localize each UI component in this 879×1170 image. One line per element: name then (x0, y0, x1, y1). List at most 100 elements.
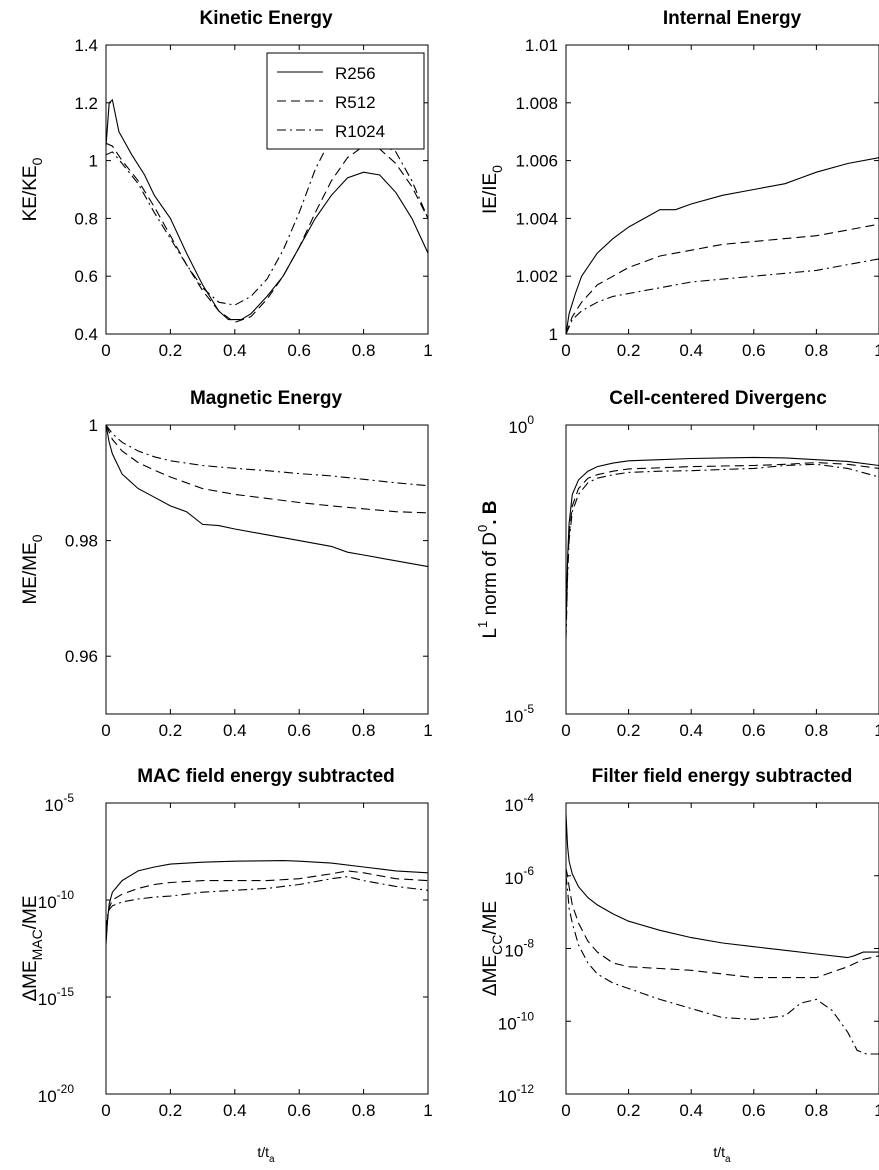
x-tick-label: 0.2 (159, 341, 183, 360)
axes-frame (105, 424, 429, 715)
panel-6: Filter field energy subtracted 0 0.2 0.4 0.6… (480, 766, 879, 1120)
series-R1024 (566, 875, 879, 1055)
y-tick-label: 10-6 (504, 864, 534, 888)
x-tick-label: 1 (874, 341, 879, 360)
series-R256 (106, 860, 428, 945)
series-R256 (566, 456, 879, 628)
legend: R256 R512 R1024 (266, 52, 425, 150)
x-tick-label: 1 (874, 721, 879, 740)
series-R1024 (566, 258, 879, 334)
y-tick-label: 100 (508, 413, 534, 437)
panel-title: Kinetic Energy (199, 8, 332, 29)
panel-4: Cell-centered Divergenc 0 0.2 0.4 0.6 0.8 1 10-… (475, 388, 879, 740)
series-group (566, 813, 879, 1055)
panel-title: MAC field energy subtracted (137, 766, 395, 787)
x-tick-label: 0.6 (742, 1101, 766, 1120)
panel-title: Cell-centered Divergenc (609, 388, 827, 409)
panel-5: MAC field energy subtracted 0 0.2 0.4 0.6 0.8… (20, 766, 433, 1120)
series-R1024 (106, 131, 428, 306)
x-tick-label: 0.8 (352, 341, 376, 360)
x-tick-label: 0.4 (223, 1101, 247, 1120)
series-R1024 (566, 463, 879, 639)
y-tick-label: 1 (89, 416, 98, 435)
x-tick-label: 0.4 (223, 341, 247, 360)
y-tick-label: 10-8 (504, 937, 534, 961)
x-axis-label: t/ta (257, 1144, 275, 1165)
y-tick-label: 1.008 (515, 94, 558, 113)
series-R512 (566, 462, 879, 634)
y-tick-label: 0.4 (74, 325, 98, 344)
x-tick-label: 0 (561, 1101, 570, 1120)
axes-frame (565, 44, 879, 335)
x-tick-label: 0.4 (223, 721, 247, 740)
panel-title: Internal Energy (663, 8, 802, 29)
y-axis-label: ΔMECC/ME (480, 901, 505, 996)
x-axis-label: t/ta (713, 1144, 731, 1165)
y-axis-label: ME/ME0 (20, 534, 45, 604)
panel-2: Internal Energy 0 0.2 0.4 0.6 0.8 1 1 1.002 1.004… (480, 8, 879, 360)
series-R256 (106, 425, 428, 568)
x-tick-label: 0.8 (805, 341, 829, 360)
y-tick-label: 10-5 (44, 791, 74, 815)
series-R512 (106, 870, 428, 939)
y-tick-label: 0.98 (65, 532, 98, 551)
x-tick-label: 0.2 (617, 1101, 641, 1120)
x-tick-label: 0 (101, 1101, 110, 1120)
series-R1024 (106, 425, 428, 487)
x-tick-label: 0.6 (742, 341, 766, 360)
axes-frame (105, 44, 429, 335)
series-R512 (566, 868, 879, 979)
y-axis-label: L1 norm of D0. B (475, 500, 501, 638)
y-tick-label: 1 (549, 325, 558, 344)
y-axis-label: IE/IE0 (480, 165, 505, 214)
y-tick-label: 0.8 (74, 209, 98, 228)
y-tick-label: 10-4 (504, 791, 534, 815)
x-tick-label: 1 (423, 341, 432, 360)
y-tick-label: 1.4 (74, 36, 98, 55)
x-tick-label: 0 (561, 721, 570, 740)
x-tick-label: 1 (874, 1101, 879, 1120)
series-R1024 (106, 876, 428, 930)
series-group (566, 157, 879, 334)
x-tick-label: 0.2 (617, 341, 641, 360)
y-tick-label: 10-5 (504, 702, 534, 726)
series-R256 (566, 813, 879, 959)
y-tick-label: 1.004 (515, 209, 558, 228)
legend-label: R256 (335, 64, 376, 83)
x-tick-label: 0.2 (159, 1101, 183, 1120)
x-tick-label: 1 (423, 1101, 432, 1120)
x-tick-label: 0.8 (805, 1101, 829, 1120)
y-tick-label: 1.2 (74, 94, 98, 113)
x-tick-label: 0.6 (742, 721, 766, 740)
panel-title: Filter field energy subtracted (592, 766, 853, 787)
y-tick-label: 1 (89, 152, 98, 171)
y-tick-label: 1.01 (525, 36, 558, 55)
x-tick-label: 1 (423, 721, 432, 740)
axes-frame (105, 802, 429, 1095)
x-tick-label: 0.6 (287, 1101, 311, 1120)
x-tick-label: 0.6 (287, 341, 311, 360)
y-axis-label: KE/KE0 (20, 157, 45, 221)
x-tick-label: 0 (101, 721, 110, 740)
y-tick-label: 1.006 (515, 152, 558, 171)
axes-frame (565, 802, 879, 1095)
legend-label: R512 (335, 93, 376, 112)
y-tick-label: 10-10 (498, 1009, 535, 1033)
x-tick-label: 0.8 (805, 721, 829, 740)
x-tick-label: 0.4 (679, 341, 703, 360)
series-group (106, 425, 428, 568)
y-tick-label: 10-15 (38, 985, 75, 1009)
series-R256 (566, 157, 879, 334)
axes-frame (565, 424, 879, 715)
x-tick-label: 0 (561, 341, 570, 360)
series-group (106, 860, 428, 945)
x-tick-label: 0.6 (287, 721, 311, 740)
y-axis-label: ΔMEMAC/ME (20, 895, 45, 1001)
x-tick-label: 0.4 (679, 721, 703, 740)
x-tick-label: 0.2 (617, 721, 641, 740)
x-tick-label: 0.4 (679, 1101, 703, 1120)
x-tick-label: 0.8 (352, 721, 376, 740)
panel-3: Magnetic Energy 0 0.2 0.4 0.6 0.8 1 0.96 0.98 1 ME… (20, 388, 433, 740)
x-tick-label: 0.2 (159, 721, 183, 740)
